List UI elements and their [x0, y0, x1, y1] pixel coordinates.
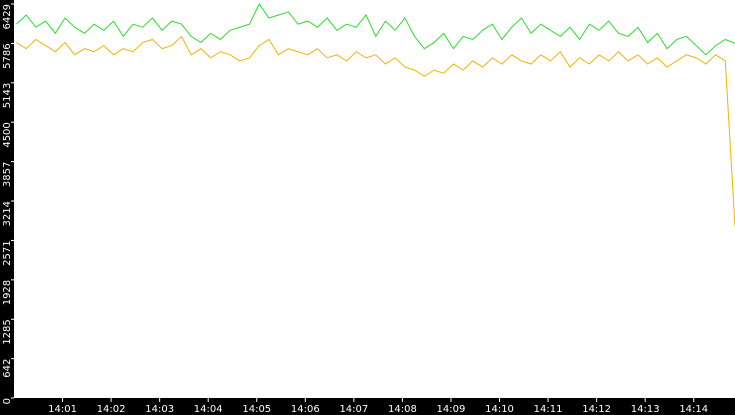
x-tick-label: 14:09 — [437, 404, 466, 415]
y-tick-label: 2571 — [2, 240, 13, 265]
x-tick-label: 14:05 — [242, 404, 271, 415]
x-tick-label: 14:01 — [48, 404, 77, 415]
x-tick-label: 14:12 — [582, 404, 611, 415]
y-tick-label: 5786 — [2, 43, 13, 68]
y-tick-label: 1928 — [2, 280, 13, 305]
x-tick-label: 14:13 — [631, 404, 660, 415]
x-tick-label: 14:07 — [339, 404, 368, 415]
x-tick-label: 14:03 — [145, 404, 174, 415]
y-tick-label: 1285 — [2, 319, 13, 344]
x-tick-label: 14:02 — [97, 404, 126, 415]
series-line — [16, 35, 735, 227]
x-tick-label: 14:11 — [534, 404, 563, 415]
y-tick-label: 5143 — [2, 83, 13, 108]
x-tick-label: 14:10 — [485, 404, 514, 415]
y-tick-label: 3857 — [2, 162, 13, 187]
plot-area — [14, 0, 735, 398]
y-tick-label: 3214 — [2, 201, 13, 226]
x-tick-label: 14:04 — [194, 404, 223, 415]
y-tick-label: 0 — [2, 398, 13, 404]
y-tick-label: 6429 — [2, 4, 13, 29]
series-line — [16, 3, 735, 56]
y-tick-label: 4500 — [2, 122, 13, 147]
x-tick-label: 14:06 — [291, 404, 320, 415]
x-tick-label: 14:14 — [679, 404, 708, 415]
x-tick-label: 14:08 — [388, 404, 417, 415]
y-tick-label: 642 — [2, 359, 13, 378]
